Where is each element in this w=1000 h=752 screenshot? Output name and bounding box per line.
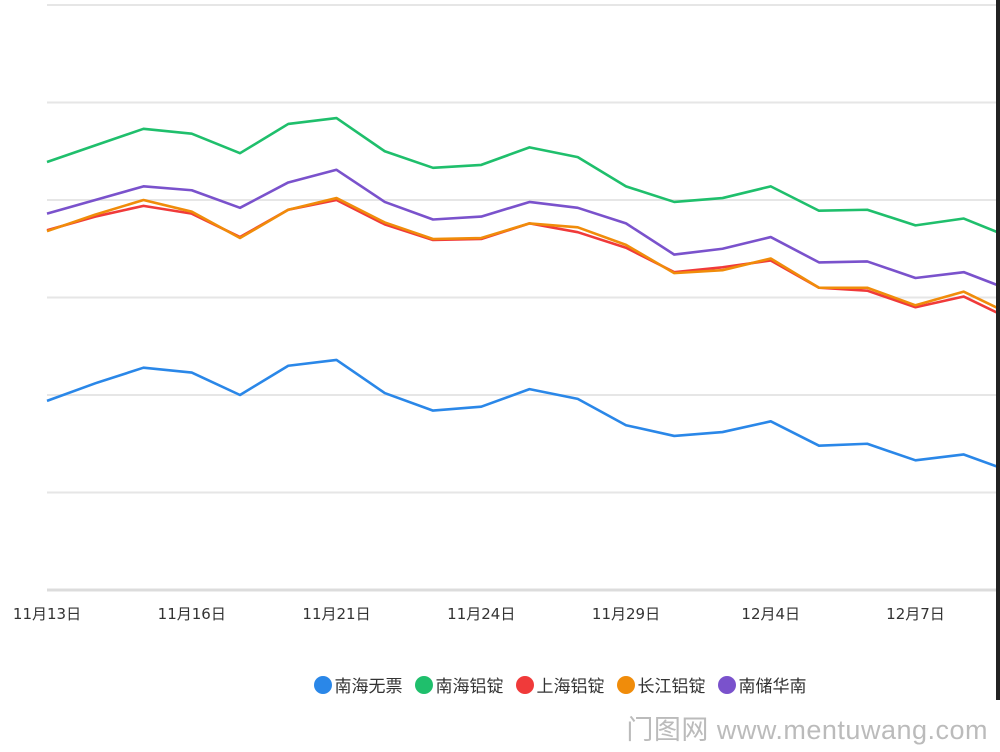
watermark-text: 门图网 www.mentuwang.com: [626, 715, 988, 745]
series-line-3: [46, 196, 1000, 311]
x-tick-label: 11月29日: [592, 605, 660, 623]
x-axis-labels: 11月13日 11月16日 11月21日 11月24日 11月29日 12月4日 12月7日: [13, 605, 945, 623]
legend-dot-icon: [515, 675, 534, 694]
legend-label: 南海铝锭: [435, 677, 504, 697]
legend-item[interactable]: 南海无票: [313, 672, 403, 697]
x-tick-label: 11月16日: [158, 605, 226, 623]
line-chart: 11月13日 11月16日 11月21日 11月24日 11月29日 12月4日 12月7日: [13, 4, 1000, 623]
legend-dot-icon: [717, 675, 736, 694]
x-tick-label: 11月13日: [13, 605, 81, 623]
window-edge: [996, 0, 1000, 700]
x-tick-label: 12月7日: [886, 605, 945, 623]
series-line-2: [46, 198, 1000, 316]
legend-dot-icon: [414, 675, 433, 694]
legend-dot-icon: [616, 675, 635, 694]
series-line-4: [46, 168, 1000, 288]
series-line-1: [46, 116, 1000, 235]
series-line-0: [46, 358, 1000, 470]
legend-item[interactable]: 长江铝锭: [616, 672, 706, 697]
x-tick-label: 11月24日: [447, 605, 515, 623]
legend-item[interactable]: 南海铝锭: [414, 672, 504, 697]
x-tick-label: 12月4日: [741, 605, 800, 623]
x-tick-label: 11月21日: [302, 605, 370, 623]
legend-label: 长江铝锭: [637, 677, 706, 697]
series-lines: [46, 116, 1000, 470]
legend-label: 南海无票: [334, 677, 403, 697]
grid-lines: [47, 4, 1000, 592]
legend-item[interactable]: 上海铝锭: [515, 672, 605, 697]
legend-label: 南储华南: [738, 677, 807, 697]
legend-dot-icon: [313, 675, 332, 694]
legend-label: 上海铝锭: [536, 677, 605, 697]
legend: 南海无票 南海铝锭 上海铝锭 长江铝锭 南储华南: [0, 672, 1000, 697]
legend-item[interactable]: 南储华南: [717, 672, 807, 697]
